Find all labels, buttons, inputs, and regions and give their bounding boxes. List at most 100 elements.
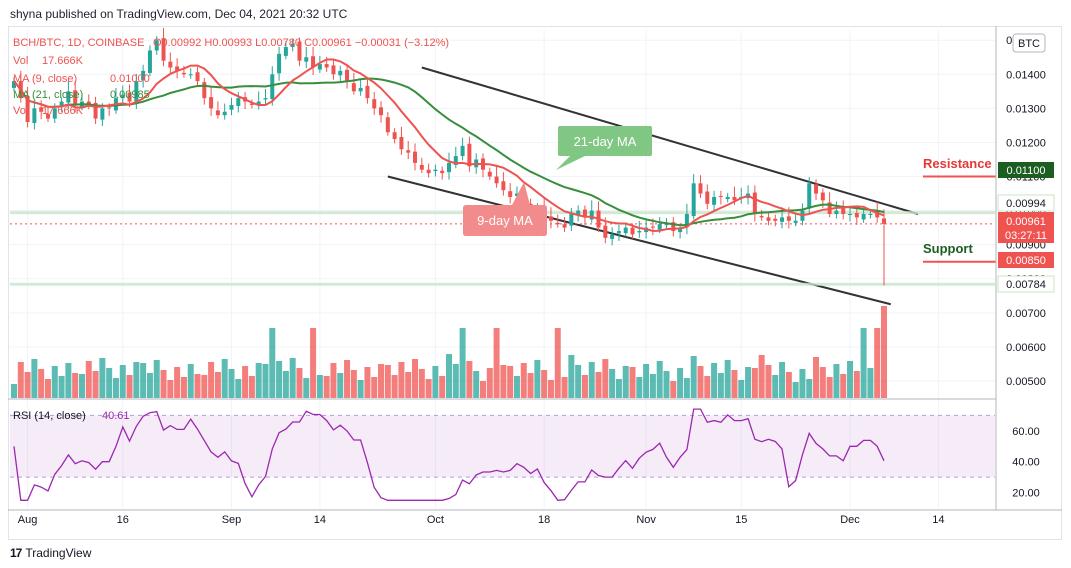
- volume-bar: [772, 375, 779, 398]
- ma21-callout: 21-day MA: [556, 126, 652, 170]
- price-tick-label: 0.01300: [1006, 103, 1046, 115]
- legend-symbol: BCH/BTC, 1D, COINBASE: [13, 37, 144, 49]
- volume-bar: [357, 380, 364, 398]
- volume-bar: [44, 379, 51, 398]
- candle-body: [447, 162, 451, 173]
- candle-body: [514, 193, 519, 196]
- time-tick-label: 14: [314, 514, 326, 526]
- candle-body: [807, 183, 812, 209]
- legend-ohlc: O0.00992 H0.00993 L0.00780 C0.00961 −0.0…: [153, 37, 449, 49]
- candle-body: [181, 72, 186, 75]
- volume-bar: [813, 357, 820, 398]
- volume-bars: [11, 306, 887, 398]
- volume-bar: [371, 377, 378, 398]
- volume-bar: [881, 306, 887, 398]
- volume-bar: [167, 380, 174, 398]
- volume-bar: [847, 361, 854, 398]
- candle-body: [834, 210, 839, 214]
- candle-body: [882, 218, 886, 224]
- volume-bar: [378, 364, 385, 398]
- support-badge: 0.00850: [1006, 255, 1046, 267]
- candle-body: [127, 92, 132, 102]
- candle-body: [372, 99, 377, 109]
- volume-bar: [568, 355, 575, 398]
- candle-body: [487, 171, 492, 177]
- candle-body: [440, 170, 445, 174]
- footer-brand[interactable]: 17 TradingView: [10, 546, 91, 560]
- volume-bar: [785, 372, 792, 398]
- candle-body: [263, 98, 268, 100]
- volume-bar: [282, 371, 289, 398]
- volume-bar: [201, 375, 208, 398]
- volume-bar: [24, 372, 31, 398]
- chart-frame: [8, 26, 1062, 540]
- candle-body: [161, 38, 166, 61]
- volume-bar: [106, 368, 113, 398]
- volume-bar: [310, 328, 317, 398]
- candle-body: [345, 69, 350, 82]
- candle-body: [209, 97, 214, 109]
- candle-body: [25, 96, 30, 122]
- volume-bar: [575, 365, 582, 398]
- legend-vol2-value: 17.666K: [42, 105, 84, 117]
- volume-bar: [541, 370, 548, 398]
- volume-bar: [636, 377, 643, 398]
- volume-bar: [350, 370, 357, 398]
- rsi-label: RSI (14, close): [13, 410, 86, 422]
- candle-body: [202, 82, 207, 99]
- candle-body: [419, 164, 424, 170]
- candle-body: [304, 57, 309, 62]
- time-tick-label: Nov: [636, 514, 656, 526]
- publish-header: shyna published on TradingView.com, Dec …: [10, 7, 348, 21]
- ma21-line: [13, 77, 885, 227]
- candle-body: [236, 98, 241, 106]
- volume-bar: [622, 366, 629, 398]
- candle-body: [297, 41, 302, 61]
- volume-bar: [17, 362, 24, 398]
- volume-bar: [547, 380, 554, 398]
- candle-body: [59, 101, 64, 107]
- volume-bar: [126, 375, 133, 398]
- candle-body: [671, 222, 676, 232]
- legend-ma9-label: MA (9, close): [13, 73, 77, 85]
- candle-body: [630, 227, 635, 235]
- volume-bar: [337, 373, 344, 398]
- volume-bar: [214, 372, 221, 398]
- candle-body: [100, 108, 105, 120]
- rsi-panel: [10, 408, 995, 501]
- candle-body: [691, 183, 696, 217]
- candle-body: [134, 81, 139, 103]
- volume-bar: [826, 377, 833, 398]
- volume-bar: [262, 364, 269, 398]
- volume-bar: [384, 365, 391, 398]
- candle-body: [426, 169, 431, 174]
- volume-bar: [344, 360, 351, 398]
- channel-upper-line: [421, 66, 919, 215]
- candle-body: [494, 176, 499, 184]
- candle-body: [270, 74, 275, 100]
- footer-brand-text: TradingView: [25, 546, 92, 560]
- volume-bar: [534, 360, 541, 398]
- volume-bar: [303, 378, 310, 398]
- volume-bar: [65, 363, 72, 398]
- svg-text:BTC: BTC: [1018, 38, 1040, 50]
- currency-badge[interactable]: BTC: [1012, 33, 1046, 53]
- volume-bar: [643, 364, 650, 398]
- candle-body: [861, 214, 866, 220]
- volume-bar: [187, 364, 194, 398]
- volume-bar: [874, 328, 881, 398]
- volume-bar: [221, 359, 228, 398]
- candle-body: [582, 209, 587, 218]
- candle-body: [678, 227, 683, 233]
- volume-bar: [751, 368, 758, 398]
- volume-bar: [296, 368, 303, 398]
- resistance-badge: 0.01100: [1007, 165, 1046, 177]
- candle-body: [249, 103, 254, 105]
- volume-bar: [867, 368, 874, 398]
- last-price-badge: 0.00961: [1006, 216, 1046, 228]
- volume-bar: [792, 382, 799, 398]
- volume-bar: [235, 379, 242, 398]
- candle-body: [229, 104, 234, 110]
- volume-bar: [316, 375, 323, 398]
